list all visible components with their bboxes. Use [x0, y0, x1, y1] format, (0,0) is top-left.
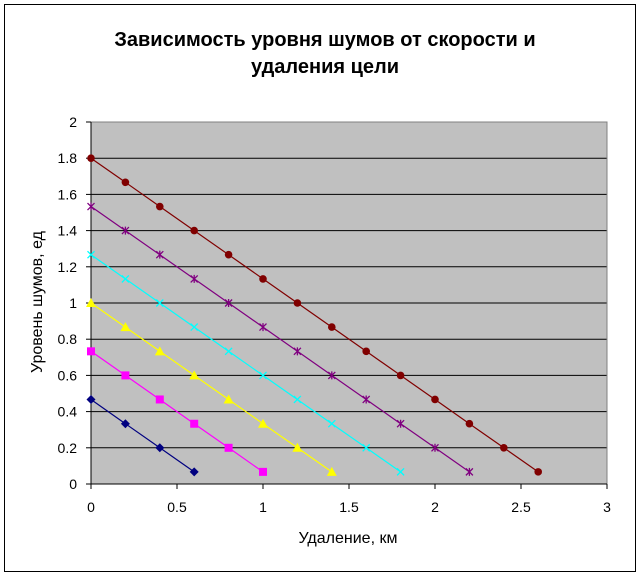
y-tick-labels: 0 0.2 0.4 0.6 0.8 1 1.2 1.4 1.6 1.8 2 — [58, 114, 78, 492]
data-point — [259, 371, 267, 380]
data-point — [328, 323, 336, 331]
y-tick-label: 2 — [69, 114, 77, 130]
data-point — [327, 371, 336, 380]
data-point — [362, 395, 371, 404]
data-point — [156, 202, 164, 211]
x-tick-labels: 0 0.5 1 1.5 2 2.5 3 — [87, 499, 611, 515]
data-point — [87, 154, 95, 162]
x-tick-label: 3 — [603, 499, 611, 515]
y-axis-label: Уровень шумов, ед — [29, 230, 46, 373]
data-point — [121, 274, 130, 283]
series-line — [90, 350, 264, 473]
data-point — [121, 371, 130, 380]
x-tick-label: 1 — [259, 499, 267, 515]
x-tick-label: 2.5 — [511, 499, 531, 515]
data-point — [465, 467, 474, 476]
y-tick-label: 1.6 — [58, 186, 78, 202]
series-4 — [87, 250, 405, 476]
data-point — [396, 467, 405, 476]
data-point — [190, 419, 199, 428]
data-point — [362, 347, 371, 356]
y-tick-label: 0 — [69, 476, 77, 492]
data-point — [293, 347, 302, 356]
x-tick-label: 0.5 — [167, 499, 187, 515]
data-point — [396, 419, 405, 428]
y-tick-label: 1 — [69, 295, 77, 311]
data-point — [431, 443, 439, 452]
data-point — [121, 226, 130, 235]
x-tick-label: 2 — [431, 499, 439, 515]
x-tick-label: 1.5 — [339, 499, 359, 515]
series-6 — [87, 154, 542, 476]
data-point — [190, 226, 198, 235]
data-point — [326, 466, 337, 476]
data-point — [87, 347, 95, 356]
data-point — [224, 347, 233, 356]
data-point — [190, 323, 199, 332]
data-point — [121, 178, 130, 187]
chart-title-line-2: удаления цели — [251, 56, 399, 78]
data-point — [396, 371, 405, 380]
data-point — [155, 395, 164, 404]
data-point — [259, 323, 267, 332]
data-point — [534, 468, 542, 476]
y-tick-label: 0.4 — [58, 404, 78, 420]
series-line — [90, 302, 333, 473]
y-tick-label: 0.6 — [58, 367, 78, 383]
data-point — [293, 299, 302, 307]
data-point — [87, 250, 95, 259]
chart-title-line-1: Зависимость уровня шумов от скорости и — [114, 29, 535, 51]
data-point — [120, 419, 130, 429]
data-point — [293, 395, 302, 404]
data-point — [154, 346, 165, 356]
data-point — [189, 370, 200, 380]
series-line — [90, 206, 470, 473]
data-point — [259, 275, 267, 283]
data-point — [431, 395, 439, 404]
data-point — [223, 394, 234, 404]
series-1 — [86, 394, 199, 477]
data-point — [258, 418, 268, 428]
data-point — [292, 442, 303, 452]
data-point — [155, 299, 164, 307]
series-3 — [86, 298, 337, 476]
series-line — [90, 157, 539, 473]
series-line — [90, 399, 195, 473]
data-point — [87, 202, 95, 211]
y-tick-label: 1.4 — [58, 223, 78, 239]
y-tick-label: 1.8 — [58, 150, 78, 166]
data-point — [120, 322, 131, 332]
x-tick-label: 0 — [87, 499, 95, 515]
data-point — [224, 443, 233, 452]
data-point — [86, 394, 96, 404]
data-point — [259, 467, 267, 476]
data-point — [190, 274, 199, 283]
x-axis-label: Удаление, км — [299, 530, 398, 547]
series-group — [86, 154, 542, 477]
data-point — [224, 299, 233, 307]
data-point — [189, 467, 199, 477]
y-tick-label: 1.2 — [58, 259, 78, 275]
data-point — [362, 443, 371, 452]
y-tick-label: 0.2 — [58, 440, 78, 456]
data-point — [465, 419, 474, 428]
data-point — [155, 250, 164, 259]
series-2 — [87, 347, 267, 476]
y-tick-label: 0.8 — [58, 331, 78, 347]
data-point — [327, 419, 336, 428]
series-5 — [87, 202, 474, 476]
data-point — [224, 250, 233, 259]
series-line — [90, 254, 401, 473]
data-point — [500, 444, 508, 452]
data-point — [86, 298, 96, 307]
data-point — [155, 443, 165, 453]
